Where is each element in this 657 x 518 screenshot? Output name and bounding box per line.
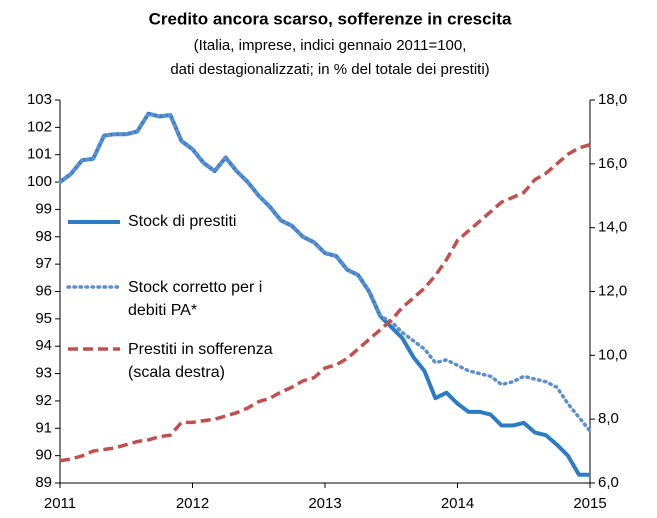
y-tick-label: 94 (35, 337, 52, 354)
chart-title: Credito ancora scarso, sofferenze in cre… (149, 9, 512, 28)
y2-tick-label: 6,0 (598, 474, 619, 491)
y2-tick-label: 10,0 (598, 346, 627, 363)
y-tick-label: 96 (35, 282, 52, 299)
y-tick-label: 99 (35, 200, 52, 217)
series-line (59, 142, 591, 463)
series-line (58, 111, 592, 433)
y-tick-label: 93 (35, 365, 52, 382)
legend-label: Stock di prestiti (128, 213, 237, 230)
y-tick-label: 91 (35, 419, 52, 436)
x-tick-label: 2014 (441, 495, 474, 512)
y-tick-label: 103 (27, 91, 52, 108)
y-tick-label: 102 (27, 118, 52, 135)
chart-subtitle: dati destagionalizzati; in % del totale … (170, 61, 489, 78)
y-tick-label: 97 (35, 255, 52, 272)
y2-tick-label: 8,0 (598, 410, 619, 427)
y-tick-label: 95 (35, 310, 52, 327)
y2-tick-label: 12,0 (598, 282, 627, 299)
legend-label: Stock corretto per i debiti PA* (128, 279, 263, 319)
x-tick-label: 2013 (308, 495, 341, 512)
chart-subtitle: (Italia, imprese, indici gennaio 2011=10… (194, 37, 467, 54)
x-tick-label: 2011 (44, 495, 76, 512)
y-tick-label: 90 (35, 447, 52, 464)
y2-tick-label: 16,0 (598, 155, 627, 172)
y-tick-label: 100 (27, 173, 52, 190)
legend-label: Prestiti in sofferenza (scala destra) (128, 341, 273, 381)
y2-tick-label: 18,0 (598, 91, 627, 108)
y-tick-label: 92 (35, 392, 52, 409)
x-tick-label: 2012 (176, 495, 209, 512)
y-tick-label: 101 (27, 146, 52, 163)
y-tick-label: 89 (35, 474, 52, 491)
y2-tick-label: 14,0 (598, 219, 627, 236)
x-tick-label: 2015 (573, 495, 606, 512)
y-tick-label: 98 (35, 228, 52, 245)
